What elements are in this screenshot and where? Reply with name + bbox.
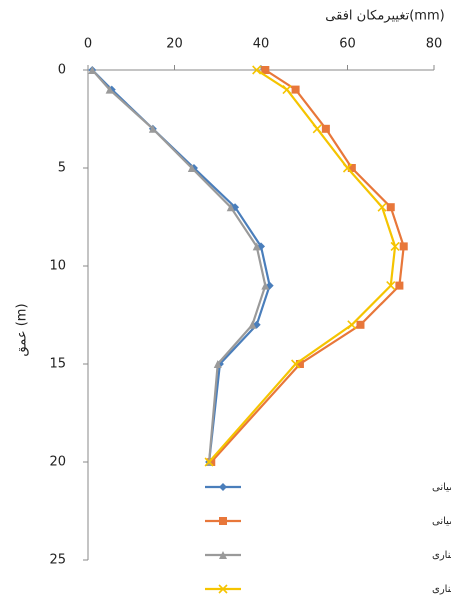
data-point (261, 281, 270, 290)
series-line (210, 69, 405, 463)
legend-marker (219, 517, 227, 525)
y-tick-label: 5 (58, 161, 66, 176)
legend-label: بدون سربار شمع کناری (432, 550, 451, 561)
data-point (395, 281, 404, 290)
data-point (248, 320, 257, 329)
data-point (291, 359, 301, 369)
data-point (88, 66, 97, 74)
legend-label: سربار ۵۰ کیلوپاسکال شمع کناری (432, 584, 451, 595)
x-tick-label: 80 (426, 37, 443, 52)
x-tick-label: 60 (339, 37, 356, 52)
data-point (187, 164, 196, 172)
data-point (207, 458, 216, 466)
x-tick-label: 0 (84, 37, 92, 52)
data-point (226, 203, 235, 212)
x-tick-label: 40 (253, 37, 270, 52)
data-point (282, 85, 292, 95)
data-point (321, 124, 330, 133)
legend-label: بدون سربار شمع میانی (432, 482, 451, 493)
y-tick-label: 10 (49, 259, 66, 274)
data-point (252, 242, 261, 251)
data-point (261, 66, 270, 74)
legend-marker (219, 551, 227, 559)
data-point (291, 85, 300, 94)
y-tick-label: 0 (58, 63, 66, 78)
series-line (91, 69, 267, 463)
y-tick-label: 25 (49, 553, 66, 568)
data-point (386, 281, 396, 291)
legend-marker (218, 584, 228, 594)
data-point (386, 203, 395, 212)
y-tick-label: 20 (49, 455, 66, 470)
series-line (208, 69, 397, 463)
data-point (105, 85, 114, 94)
data-point (390, 241, 400, 251)
data-point (213, 360, 222, 368)
data-point (347, 320, 357, 330)
data-point (399, 242, 408, 251)
data-point (295, 360, 304, 368)
data-point (252, 65, 262, 75)
data-point (148, 124, 157, 133)
series-line (91, 69, 271, 463)
x-axis-title: تغییرمکان افقی(mm) (325, 9, 444, 24)
data-point (342, 163, 353, 173)
y-tick-label: 15 (49, 357, 66, 372)
data-point (347, 164, 356, 172)
legend-label: سربار ۵۰ کیلوپاسکال شمع میانی (432, 516, 451, 527)
x-tick-label: 20 (166, 37, 183, 52)
y-axis-title: عمق (m) (15, 303, 30, 356)
data-point (312, 124, 322, 134)
data-point (204, 457, 214, 467)
data-point (377, 202, 387, 212)
data-point (356, 320, 365, 329)
legend-marker (219, 483, 227, 491)
